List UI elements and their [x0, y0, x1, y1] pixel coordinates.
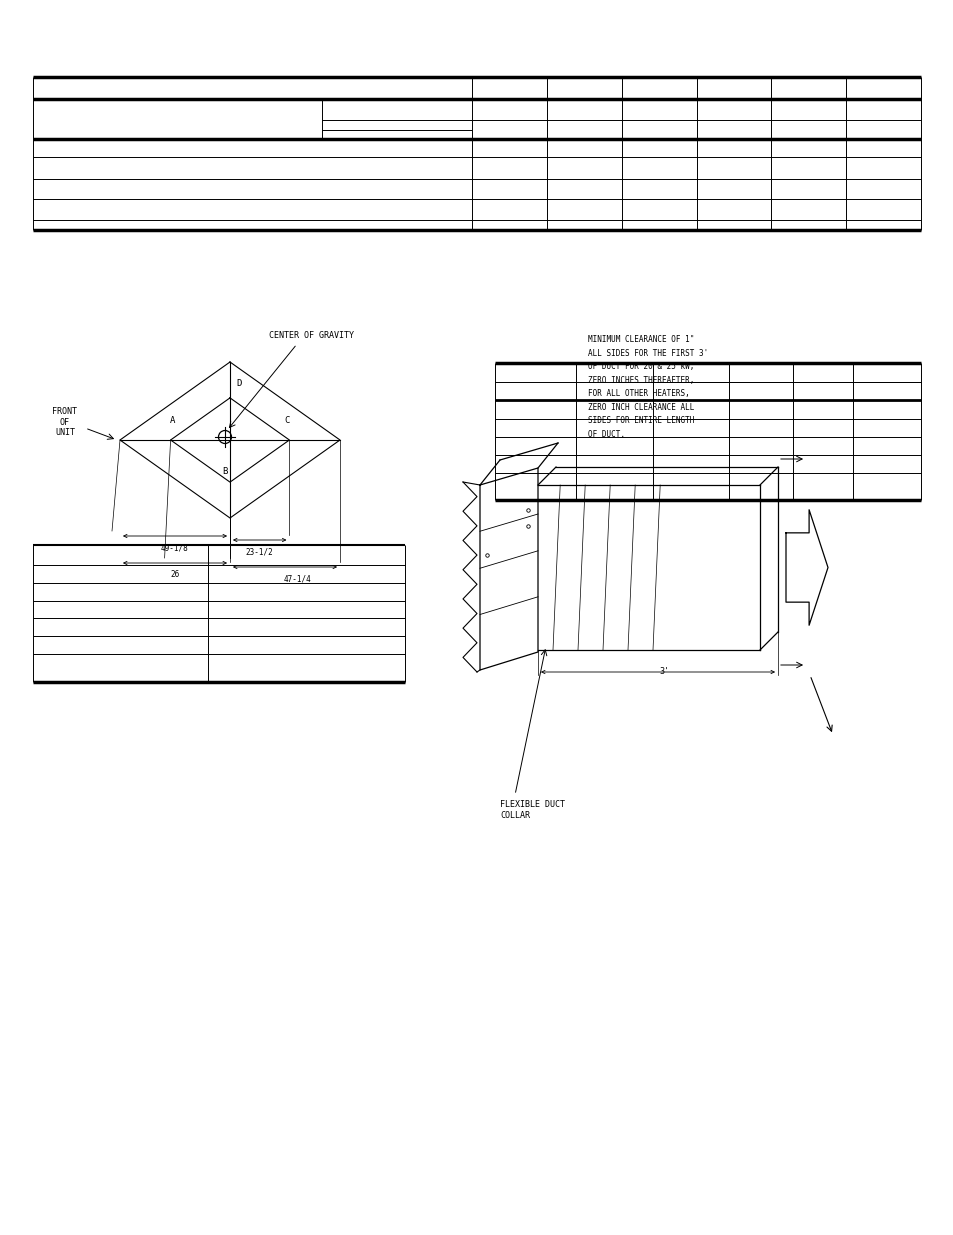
Text: OF DUCT.: OF DUCT.	[587, 430, 624, 438]
Text: OF DUCT FOR 20 & 25 kW,: OF DUCT FOR 20 & 25 kW,	[587, 362, 694, 370]
Text: C: C	[284, 416, 290, 425]
Text: FRONT
OF
UNIT: FRONT OF UNIT	[52, 408, 77, 437]
Text: D: D	[235, 379, 241, 388]
Text: 3': 3'	[659, 667, 668, 677]
Text: ZERO INCH CLEARANCE ALL: ZERO INCH CLEARANCE ALL	[587, 403, 694, 411]
Text: MINIMUM CLEARANCE OF 1": MINIMUM CLEARANCE OF 1"	[587, 335, 694, 345]
Text: ALL SIDES FOR THE FIRST 3': ALL SIDES FOR THE FIRST 3'	[587, 348, 707, 357]
Text: FLEXIBLE DUCT
COLLAR: FLEXIBLE DUCT COLLAR	[499, 800, 564, 820]
Text: SIDES FOR ENTIRE LENGTH: SIDES FOR ENTIRE LENGTH	[587, 416, 694, 425]
Text: 47-1/4: 47-1/4	[283, 574, 311, 583]
Text: 23-1/2: 23-1/2	[246, 547, 274, 556]
Text: A: A	[170, 416, 175, 425]
Text: 26: 26	[171, 571, 179, 579]
Text: B: B	[222, 467, 227, 475]
Text: 49-1/8: 49-1/8	[161, 543, 189, 552]
Text: FOR ALL OTHER HEATERS,: FOR ALL OTHER HEATERS,	[587, 389, 689, 398]
Text: ZERO INCHES THEREAFTER,: ZERO INCHES THEREAFTER,	[587, 375, 694, 384]
Text: CENTER OF GRAVITY: CENTER OF GRAVITY	[269, 331, 355, 340]
